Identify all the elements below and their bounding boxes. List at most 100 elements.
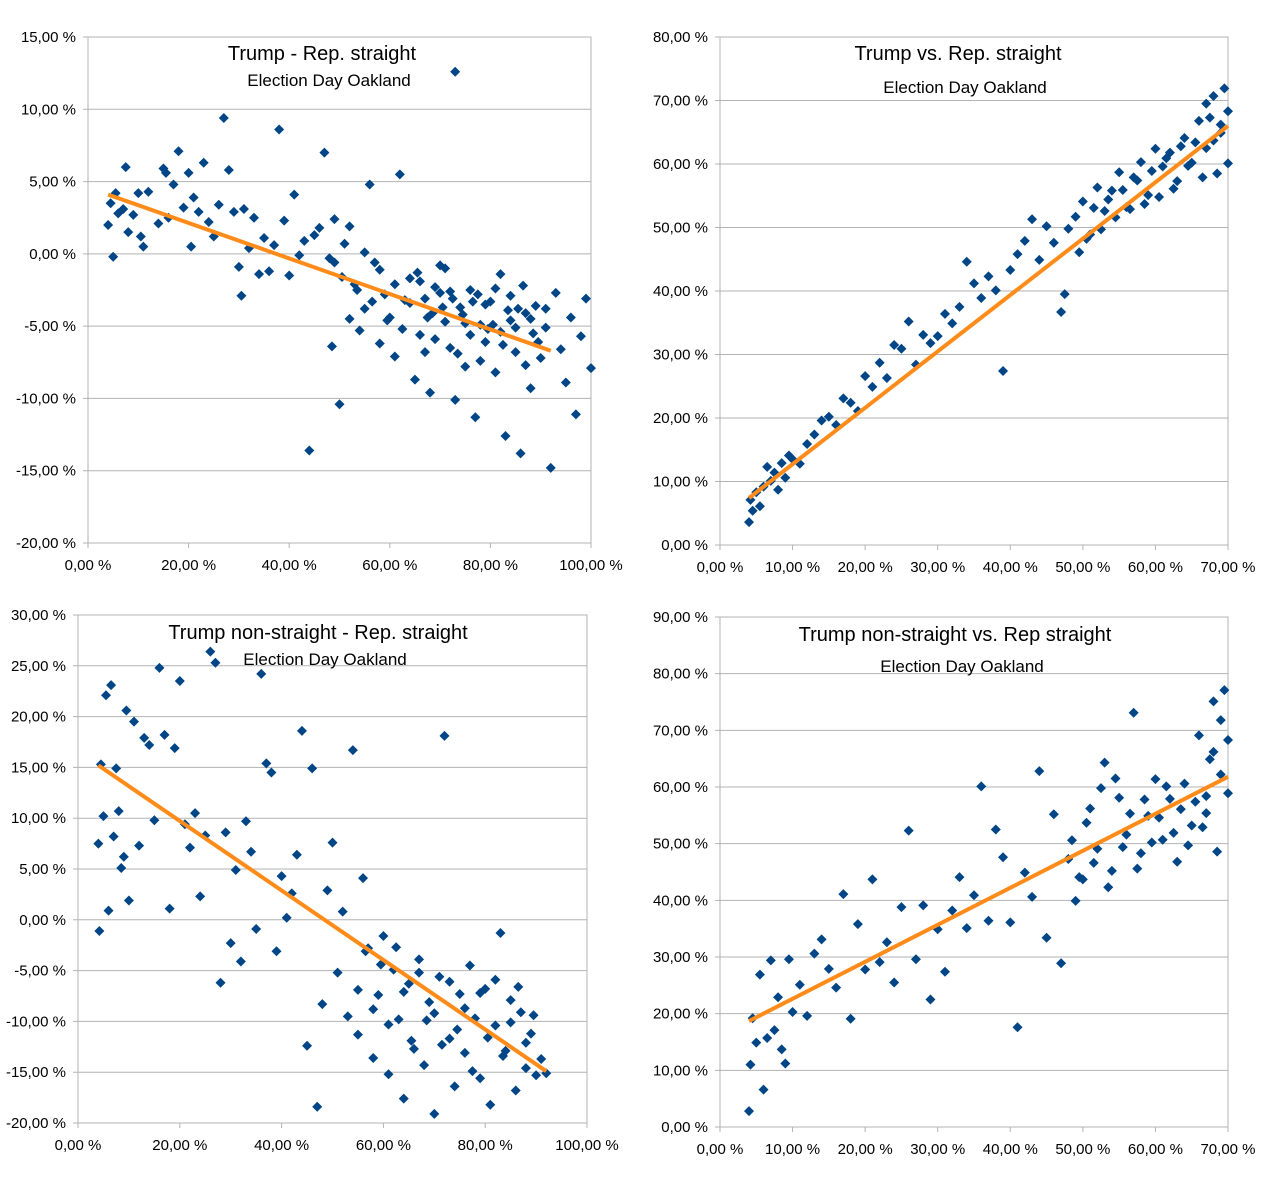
data-point (420, 293, 431, 304)
y-tick-label: -5,00 % (24, 318, 76, 335)
x-tick-label: 80,00 % (458, 1137, 513, 1154)
x-tick-label: 60,00 % (1128, 1141, 1183, 1158)
data-point (1215, 715, 1226, 726)
x-tick-label: 60,00 % (356, 1137, 411, 1154)
data-point (528, 1010, 539, 1021)
data-point (947, 318, 958, 329)
data-point (1056, 306, 1067, 317)
data-point (389, 351, 400, 362)
data-point (1063, 223, 1074, 234)
y-tick-label: 70,00 % (653, 722, 708, 739)
data-point (240, 816, 251, 827)
data-point (497, 339, 508, 350)
data-point (436, 1039, 447, 1050)
data-point (1074, 247, 1085, 258)
data-point (94, 925, 105, 936)
data-point (133, 188, 144, 199)
data-point (1077, 196, 1088, 207)
data-point (465, 329, 476, 340)
data-point (259, 232, 270, 243)
data-point (983, 915, 994, 926)
data-point (1092, 182, 1103, 193)
data-point (1019, 235, 1030, 246)
data-point (540, 322, 551, 333)
data-point (754, 969, 765, 980)
y-tick-label: -20,00 % (16, 535, 76, 552)
chart-trump-vs-rep-straight: 0,00 % 10,00 % 20,00 % 30,00 % 40,00 % 50,00 … (653, 29, 1256, 576)
data-point (751, 1037, 762, 1048)
data-point (1103, 194, 1114, 205)
data-point (513, 303, 524, 314)
data-point (414, 276, 425, 287)
data-point (439, 730, 450, 741)
data-point (961, 256, 972, 267)
data-point (1066, 835, 1077, 846)
data-point (580, 293, 591, 304)
data-point (518, 280, 529, 291)
data-point (545, 462, 556, 473)
data-point (1132, 863, 1143, 874)
data-point (744, 1106, 755, 1117)
data-point (475, 1073, 486, 1084)
data-point (1190, 796, 1201, 807)
y-tick-label: 10,00 % (21, 101, 76, 118)
data-point (505, 1017, 516, 1028)
data-point (186, 241, 197, 252)
data-point (393, 1014, 404, 1025)
data-point (118, 204, 129, 215)
data-point (472, 289, 483, 300)
data-point (990, 824, 1001, 835)
data-point (1139, 199, 1150, 210)
data-point (776, 458, 787, 469)
data-point (1027, 214, 1038, 225)
data-point (391, 942, 402, 953)
data-point (1212, 846, 1223, 857)
data-point (1223, 788, 1233, 799)
data-point (368, 1004, 379, 1015)
data-point (1212, 168, 1223, 179)
data-point (220, 827, 231, 838)
data-point (251, 923, 262, 934)
data-point (889, 339, 900, 350)
data-point (198, 157, 209, 168)
data-point (765, 955, 776, 966)
y-tick-label: 50,00 % (653, 836, 708, 853)
data-point (1223, 106, 1233, 117)
data-point (1048, 809, 1059, 820)
data-point (794, 979, 805, 990)
data-point (910, 954, 921, 965)
data-point (215, 977, 226, 988)
data-point (459, 1047, 470, 1058)
data-point (540, 303, 551, 314)
data-point (134, 840, 145, 851)
data-point (120, 162, 131, 173)
data-point (138, 241, 149, 252)
chart-title: Trump vs. Rep. straight (854, 43, 1062, 65)
data-point (505, 315, 516, 326)
data-point (490, 367, 501, 378)
data-point (1197, 172, 1208, 183)
data-point (1183, 840, 1194, 851)
data-point (1110, 773, 1121, 784)
data-point (769, 1025, 780, 1036)
data-point (1183, 160, 1194, 171)
data-point (881, 937, 892, 948)
x-tick-label: 100,00 % (559, 557, 622, 574)
data-point (1204, 754, 1215, 765)
data-point (503, 305, 514, 316)
data-point (1208, 696, 1219, 707)
data-point (326, 341, 337, 352)
data-point (976, 292, 987, 303)
data-point (299, 235, 310, 246)
data-point (374, 264, 385, 275)
data-point (118, 851, 129, 862)
y-tick-label: 10,00 % (653, 474, 708, 491)
data-point (429, 1008, 440, 1019)
data-point (1172, 856, 1183, 867)
data-point (337, 906, 348, 917)
data-point (485, 1099, 496, 1110)
data-point (1125, 204, 1136, 215)
data-point (168, 179, 179, 190)
data-point (1135, 157, 1146, 168)
data-point (954, 301, 965, 312)
